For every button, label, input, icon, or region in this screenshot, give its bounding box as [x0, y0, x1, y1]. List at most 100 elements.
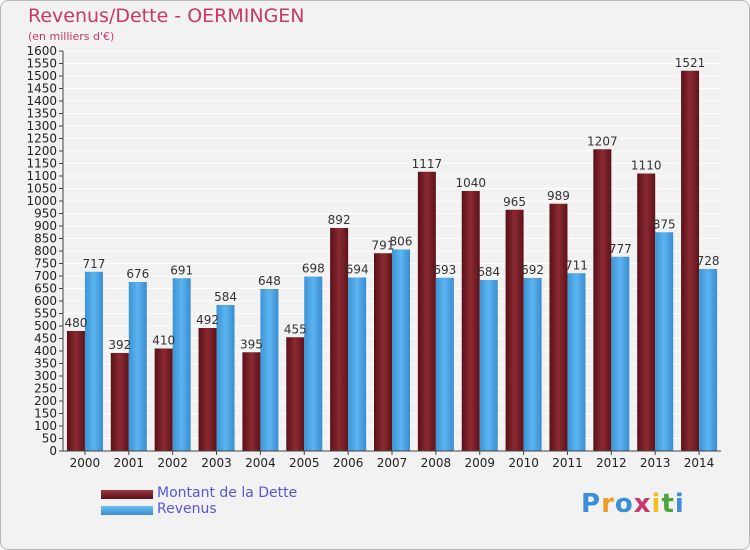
- bar-revenus: [216, 305, 235, 451]
- bar-dette: [330, 228, 349, 451]
- data-label-revenus: 692: [521, 263, 544, 277]
- bar-dette: [593, 149, 612, 451]
- legend-swatch-revenus: [101, 506, 153, 515]
- data-label-dette: 410: [152, 334, 175, 348]
- data-label-dette: 455: [284, 322, 307, 336]
- y-tick-label: 300: [34, 369, 57, 383]
- bar-dette: [417, 171, 436, 451]
- bar-dette: [66, 331, 85, 451]
- y-tick-label: 700: [34, 269, 57, 283]
- bar-revenus: [260, 289, 279, 451]
- bar-revenus: [699, 269, 718, 451]
- x-tick-label: 2006: [333, 456, 364, 470]
- bar-revenus: [523, 278, 542, 451]
- data-label-revenus: 648: [258, 274, 281, 288]
- x-tick-label: 2000: [70, 456, 101, 470]
- bar-revenus: [611, 256, 630, 451]
- y-tick-label: 250: [34, 382, 57, 396]
- data-label-dette: 395: [240, 337, 263, 351]
- logo-letter: x: [633, 489, 652, 519]
- x-tick-label: 2001: [114, 456, 145, 470]
- x-tick-label: 2005: [289, 456, 320, 470]
- data-label-dette: 480: [64, 316, 87, 330]
- y-tick-label: 1000: [26, 194, 57, 208]
- data-label-revenus: 676: [126, 267, 149, 281]
- bar-revenus: [567, 273, 586, 451]
- y-tick-label: 950: [34, 207, 57, 221]
- y-tick-label: 800: [34, 244, 57, 258]
- bar-dette: [549, 203, 568, 451]
- bar-dette: [286, 337, 305, 451]
- bar-revenus: [479, 280, 498, 451]
- data-label-revenus: 717: [82, 257, 105, 271]
- bar-dette: [110, 353, 129, 451]
- data-label-revenus: 698: [302, 262, 325, 276]
- y-tick-label: 1100: [26, 169, 57, 183]
- y-tick-label: 100: [34, 419, 57, 433]
- y-tick-label: 1050: [26, 182, 57, 196]
- logo-letter: i: [651, 489, 662, 519]
- bar-dette: [374, 253, 392, 451]
- chart-subtitle: (en milliers d'€): [28, 30, 115, 43]
- legend-swatch-dette: [101, 490, 153, 499]
- y-tick-label: 1550: [26, 57, 57, 71]
- data-label-dette: 989: [547, 189, 570, 203]
- bar-revenus: [84, 271, 103, 451]
- bar-revenus: [655, 232, 674, 451]
- y-tick-label: 150: [34, 407, 57, 421]
- logo-letter: P: [581, 489, 602, 519]
- x-tick-label: 2008: [421, 456, 452, 470]
- y-tick-label: 50: [42, 432, 57, 446]
- bar-dette: [154, 348, 173, 451]
- x-tick-label: 2009: [464, 456, 495, 470]
- data-label-revenus: 691: [170, 263, 193, 277]
- x-tick-label: 2012: [596, 456, 627, 470]
- logo-letter: o: [614, 489, 634, 519]
- y-tick-label: 850: [34, 232, 57, 246]
- bar-revenus: [435, 277, 454, 451]
- y-tick-label: 350: [34, 357, 57, 371]
- y-tick-label: 750: [34, 257, 57, 271]
- x-tick-label: 2013: [640, 456, 671, 470]
- bar-dette: [242, 352, 261, 451]
- data-label-dette: 492: [196, 313, 219, 327]
- data-label-dette: 1110: [631, 159, 662, 173]
- bar-revenus: [304, 276, 323, 451]
- x-tick-label: 2011: [552, 456, 583, 470]
- data-label-revenus: 694: [346, 263, 369, 277]
- bar-dette: [681, 70, 700, 451]
- data-label-dette: 965: [503, 195, 526, 209]
- data-label-dette: 1040: [455, 176, 486, 190]
- y-tick-label: 500: [34, 319, 57, 333]
- bar-dette: [637, 173, 656, 451]
- bar-revenus: [172, 278, 191, 451]
- data-label-revenus: 875: [653, 217, 676, 231]
- y-tick-label: 1250: [26, 132, 57, 146]
- x-tick-label: 2014: [684, 456, 715, 470]
- data-label-dette: 1521: [675, 56, 706, 70]
- x-tick-label: 2002: [157, 456, 188, 470]
- y-tick-label: 600: [34, 294, 57, 308]
- y-tick-label: 650: [34, 282, 57, 296]
- logo-letter: i: [674, 489, 685, 519]
- legend-label-dette: Montant de la Dette: [157, 485, 298, 501]
- y-tick-label: 550: [34, 307, 57, 321]
- data-label-dette: 392: [108, 338, 131, 352]
- x-tick-label: 2004: [245, 456, 276, 470]
- data-label-revenus: 777: [609, 242, 632, 256]
- y-tick-label: 1450: [26, 82, 57, 96]
- y-tick-label: 0: [49, 444, 57, 458]
- bar-revenus: [348, 277, 367, 451]
- bar-revenus: [392, 249, 410, 451]
- logo-letter: r: [601, 489, 615, 519]
- data-label-revenus: 728: [697, 254, 720, 268]
- x-tick-label: 2003: [201, 456, 232, 470]
- y-tick-label: 450: [34, 332, 57, 346]
- data-label-revenus: 806: [390, 235, 413, 249]
- legend-label-revenus: Revenus: [157, 501, 217, 517]
- y-tick-label: 1300: [26, 119, 57, 133]
- bar-dette: [505, 209, 524, 451]
- axes: [62, 51, 721, 452]
